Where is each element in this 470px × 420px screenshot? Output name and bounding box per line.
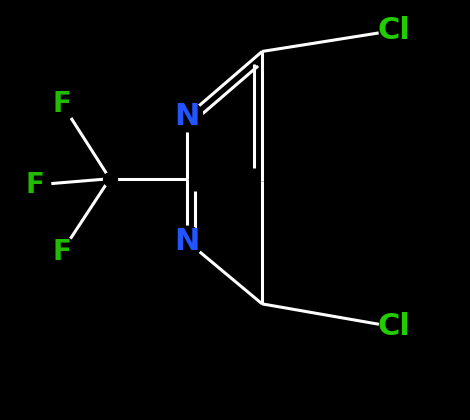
Text: F: F (25, 171, 44, 199)
Text: N: N (174, 102, 200, 131)
Text: Cl: Cl (377, 312, 410, 341)
Text: Cl: Cl (377, 16, 410, 45)
Text: N: N (174, 227, 200, 256)
Text: F: F (53, 238, 71, 266)
Text: F: F (53, 89, 71, 118)
